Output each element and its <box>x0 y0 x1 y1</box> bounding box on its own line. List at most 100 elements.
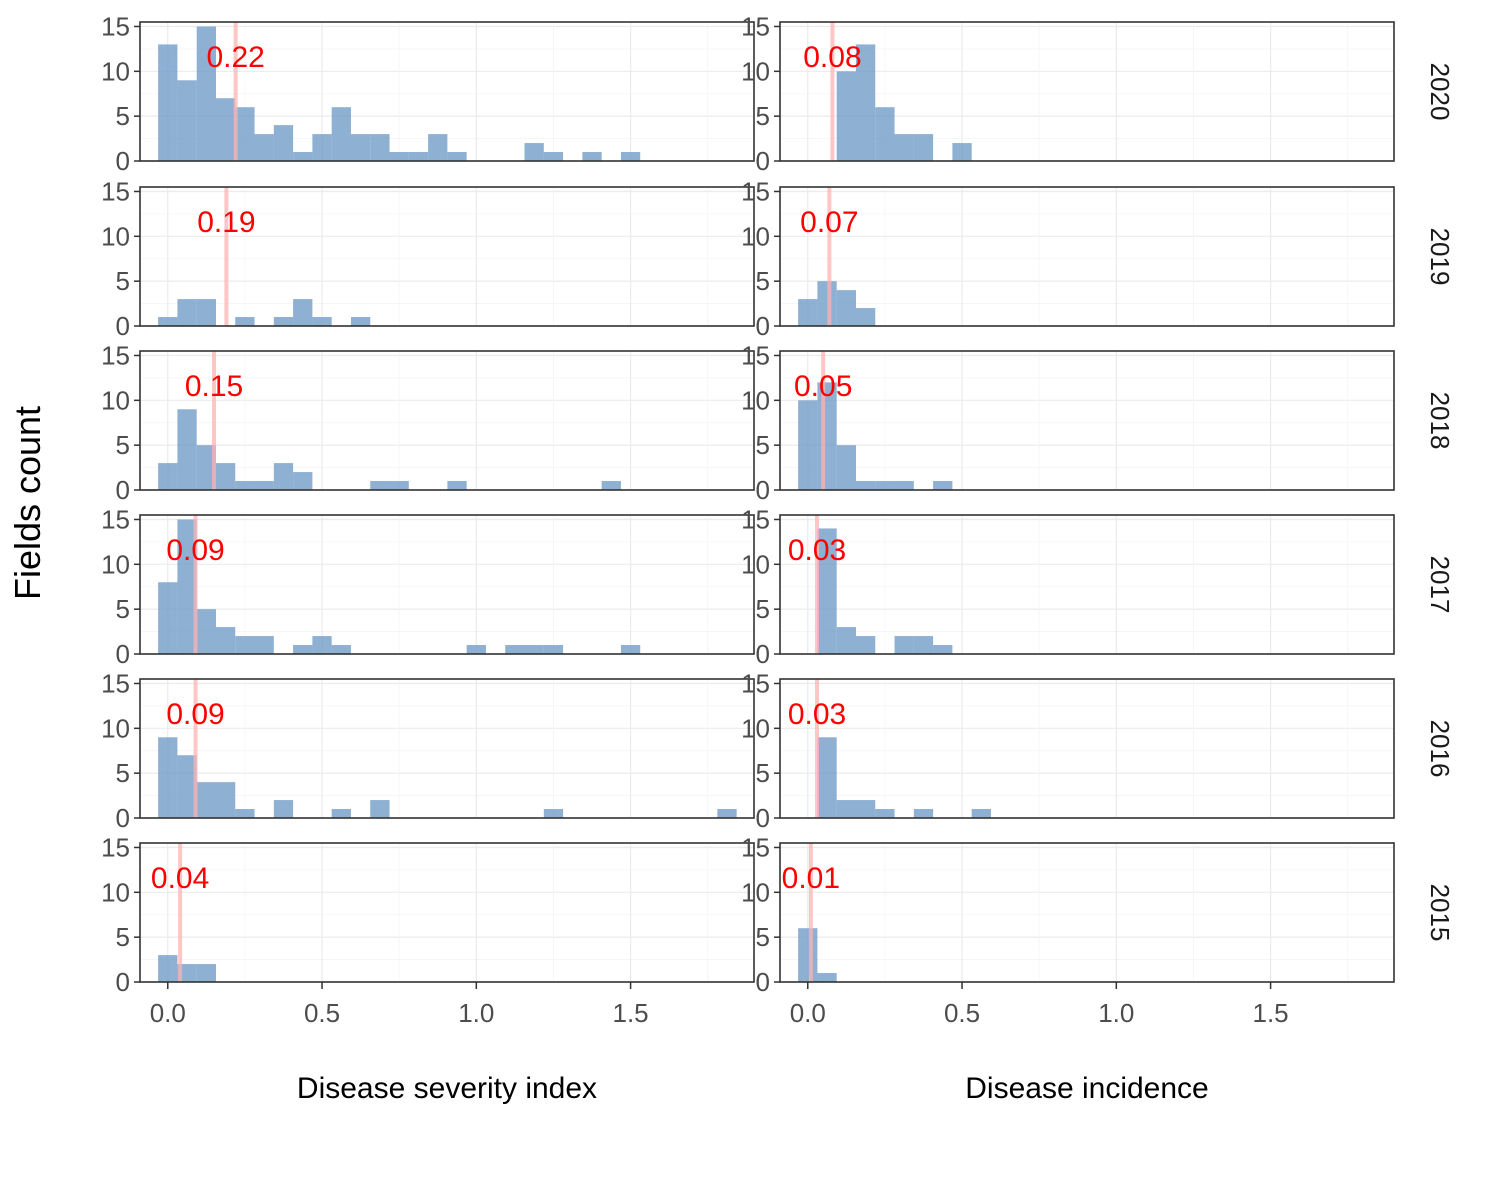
y-tick-label: 0 <box>756 311 770 341</box>
y-tick-label: 10 <box>101 713 130 743</box>
histogram-bar <box>254 481 274 490</box>
histogram-bar <box>836 290 856 326</box>
y-axis-title: Fields count <box>7 406 48 600</box>
y-tick-label: 5 <box>756 758 770 788</box>
histogram-bar <box>855 44 876 161</box>
histogram-bar <box>817 528 837 654</box>
y-tick-label: 15 <box>101 668 130 698</box>
histogram-bar <box>817 973 837 982</box>
y-tick-label: 10 <box>101 385 130 415</box>
histogram-bar <box>913 134 934 161</box>
histogram-bar <box>855 636 876 654</box>
panel-border <box>779 21 1395 162</box>
histogram-bar <box>350 317 371 326</box>
y-tick-label: 5 <box>116 758 130 788</box>
y-tick-label: 0 <box>756 146 770 176</box>
histogram-bar <box>913 809 934 818</box>
histogram-bar <box>913 636 934 654</box>
histogram-bar <box>177 409 197 490</box>
x-axis-title-severity: Disease severity index <box>297 1072 597 1105</box>
histogram-bar <box>312 636 332 654</box>
histogram-bar <box>254 134 274 161</box>
histogram-bar <box>447 481 467 490</box>
histogram-bar <box>370 134 390 161</box>
panel-border <box>779 678 1395 819</box>
histogram-bar <box>158 737 178 818</box>
histogram-bar <box>235 317 255 326</box>
histogram-bar <box>331 107 351 161</box>
y-tick-label: 10 <box>741 385 770 415</box>
strip-label-year: 2017 <box>1425 556 1455 614</box>
histogram-bar <box>601 481 621 490</box>
y-tick-label: 15 <box>101 11 130 41</box>
histogram-bar <box>855 308 876 326</box>
y-tick-label: 0 <box>116 967 130 997</box>
panel-border <box>139 678 755 819</box>
histogram-bar <box>235 636 255 654</box>
histogram-bar <box>215 98 236 161</box>
histogram-bar <box>836 71 856 161</box>
mean-label: 0.04 <box>151 862 209 895</box>
x-tick-label: 0.5 <box>944 998 980 1028</box>
histogram-bar <box>196 782 216 818</box>
histogram-bar <box>582 152 602 161</box>
histogram-bar <box>447 152 467 161</box>
histogram-bar <box>177 80 197 161</box>
mean-label: 0.07 <box>800 206 858 239</box>
histogram-bar <box>370 481 390 490</box>
histogram-bar <box>408 152 429 161</box>
histogram-bar <box>293 299 313 326</box>
histogram-bar <box>177 755 197 818</box>
mean-label: 0.03 <box>788 698 846 731</box>
x-tick-label: 0.0 <box>790 998 826 1028</box>
histogram-bar <box>235 809 255 818</box>
histogram-bar <box>952 143 972 161</box>
mean-label: 0.22 <box>206 41 264 74</box>
histogram-bar <box>293 152 313 161</box>
y-tick-label: 5 <box>116 101 130 131</box>
histogram-bar <box>466 645 486 654</box>
panel-2016-severity: 0.09 0 5 10 15 <box>101 668 755 833</box>
y-tick-label: 15 <box>741 832 770 862</box>
histogram-bar <box>524 645 544 654</box>
y-tick-label: 0 <box>116 475 130 505</box>
y-tick-label: 10 <box>101 549 130 579</box>
panels-layer: 0.22 0 5 10 15 0.08 0 5 10 15 2020 0.19 0 5 10 15 0.07 0 5… <box>101 11 1455 1028</box>
histogram-bar <box>389 481 409 490</box>
panel-2015-incidence: 0.01 0 5 10 15 0.0 0.5 1.0 1.5 <box>741 832 1395 1028</box>
histogram-bar <box>894 636 914 654</box>
mean-label: 0.03 <box>788 534 846 567</box>
histogram-bar <box>370 800 390 818</box>
y-tick-label: 5 <box>116 594 130 624</box>
histogram-bar <box>331 645 351 654</box>
histogram-bar <box>836 445 856 490</box>
mean-label: 0.19 <box>197 206 255 239</box>
histogram-bar <box>894 481 914 490</box>
histogram-bar <box>235 107 255 161</box>
y-tick-label: 15 <box>741 504 770 534</box>
panel-2019-severity: 0.19 0 5 10 15 <box>101 176 755 341</box>
panel-border <box>779 186 1395 327</box>
x-tick-label: 1.5 <box>1253 998 1289 1028</box>
panel-border <box>779 514 1395 655</box>
y-tick-label: 15 <box>101 832 130 862</box>
x-tick-label: 1.0 <box>1098 998 1134 1028</box>
y-tick-label: 5 <box>756 101 770 131</box>
strip-label-year: 2019 <box>1425 228 1455 286</box>
histogram-bar <box>875 481 895 490</box>
panel-2020-severity: 0.22 0 5 10 15 <box>101 11 755 176</box>
y-tick-label: 0 <box>756 967 770 997</box>
histogram-bar <box>543 645 564 654</box>
y-tick-label: 15 <box>101 176 130 206</box>
panel-border <box>139 514 755 655</box>
histogram-bar <box>158 317 178 326</box>
x-tick-label: 0.0 <box>150 998 186 1028</box>
histogram-bar <box>177 519 197 654</box>
histogram-bar <box>196 299 216 326</box>
histogram-bar <box>215 463 236 490</box>
histogram-bar <box>855 800 876 818</box>
y-tick-label: 0 <box>116 639 130 669</box>
strip-label-year: 2018 <box>1425 392 1455 450</box>
histogram-bar <box>158 582 178 654</box>
